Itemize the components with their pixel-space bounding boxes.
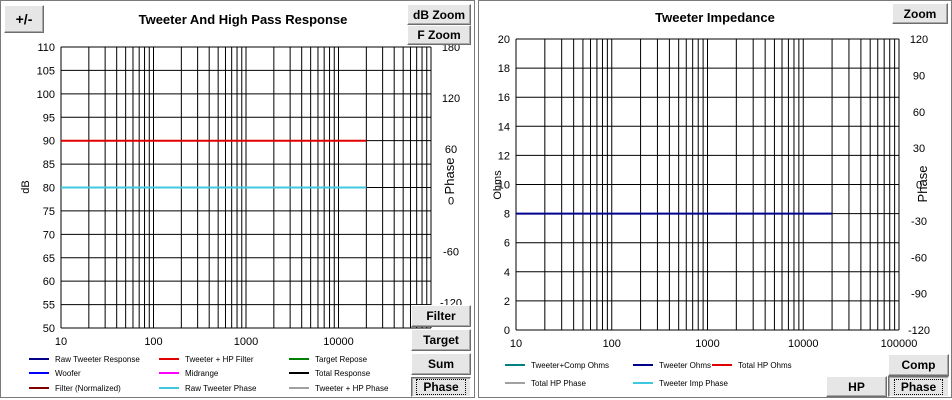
y-tick-label: 50: [43, 323, 55, 335]
f-zoom-button[interactable]: F Zoom: [407, 25, 471, 45]
y-tick-label: 75: [43, 206, 55, 218]
legend-label: Midrange: [185, 369, 219, 378]
x-tick-label: 1000: [234, 336, 258, 348]
legend-label: Target Repose: [315, 355, 368, 364]
y2-tick-label: 0: [448, 195, 454, 207]
y-axis-label: Ohms: [492, 170, 504, 200]
y2-tick-label: 30: [913, 143, 925, 155]
y2-tick-label: 60: [913, 107, 925, 119]
legend-label: Tweeter + HP Filter: [185, 355, 254, 364]
target-button[interactable]: Target: [411, 329, 471, 351]
y2-tick-label: 90: [913, 70, 925, 82]
legend-label: Raw Tweeter Phase: [185, 384, 257, 393]
phase-button[interactable]: Phase: [411, 377, 471, 397]
y2-tick-label: 60: [445, 144, 457, 156]
y-axis-label: dB: [20, 180, 32, 193]
y-tick-label: 85: [43, 159, 55, 171]
y-tick-label: 20: [498, 34, 510, 46]
x-tick-label: 100000: [881, 338, 918, 350]
y-tick-label: 6: [504, 238, 510, 250]
y2-axis-label: Phase: [915, 166, 930, 203]
y2-tick-label: 180: [442, 42, 460, 54]
y-tick-label: 95: [43, 112, 55, 124]
x-tick-label: 1000: [695, 338, 719, 350]
x-tick-label: 10000: [788, 338, 819, 350]
y-tick-label: 4: [504, 267, 510, 279]
x-tick-label: 10000: [323, 336, 354, 348]
response-panel: Tweeter And High Pass Response 50 55 60 65 7…: [0, 0, 475, 398]
impedance-phase-button-label: Phase: [893, 378, 944, 395]
legend-label: Tweeter+Comp Ohms: [531, 361, 609, 370]
phase-button-label: Phase: [416, 379, 466, 395]
impedance-legend: Tweeter+Comp Ohms Tweeter Ohms Total HP Oh…: [505, 361, 792, 388]
impedance-chart-title: Tweeter Impedance: [655, 10, 775, 25]
impedance-chart: Tweeter Impedance 0 2 4 6 8 10 12 14 16 18 20 -120 -…: [492, 10, 930, 388]
y-tick-label: 12: [498, 150, 510, 162]
y-tick-label: 55: [43, 300, 55, 312]
db-zoom-button[interactable]: dB Zoom: [407, 4, 471, 25]
y2-tick-label: 120: [910, 34, 928, 46]
hp-button[interactable]: HP: [826, 376, 887, 397]
legend-label: Total Response: [315, 369, 371, 378]
y2-tick-label: -60: [443, 246, 459, 258]
response-chart: Tweeter And High Pass Response 50 55 60 65 7…: [20, 12, 462, 393]
y-tick-label: 0: [504, 325, 510, 337]
y-tick-label: 70: [43, 229, 55, 241]
y-tick-label: 18: [498, 63, 510, 75]
x-tick-label: 100: [144, 336, 162, 348]
y-tick-label: 60: [43, 276, 55, 288]
y2-tick-label: -90: [911, 289, 927, 301]
y2-tick-label: -120: [908, 325, 930, 337]
y-tick-label: 8: [504, 209, 510, 221]
y2-axis-label: Phase: [442, 158, 457, 195]
y2-tick-label: 120: [442, 93, 460, 105]
legend-label: Woofer: [55, 369, 81, 378]
y-tick-label: 16: [498, 92, 510, 104]
impedance-phase-button[interactable]: Phase: [888, 376, 949, 397]
y2-tick-label: 0: [916, 180, 922, 192]
plus-minus-button[interactable]: +/-: [4, 5, 44, 33]
y-tick-label: 10: [498, 180, 510, 192]
y2-tick-label: -60: [911, 252, 927, 264]
y-tick-label: 110: [37, 42, 55, 54]
x-tick-label: 10: [55, 336, 67, 348]
response-legend: Raw Tweeter Response Tweeter + HP Filter T…: [29, 355, 389, 393]
y-tick-label: 90: [43, 136, 55, 148]
sum-button[interactable]: Sum: [411, 353, 471, 375]
zoom-button[interactable]: Zoom: [892, 3, 948, 24]
y-tick-label: 100: [37, 89, 55, 101]
impedance-plot-area: 0 2 4 6 8 10 12 14 16 18 20 -120 -90 -60 -30 0 30 60 90 120…: [492, 34, 930, 350]
y-tick-label: 2: [504, 296, 510, 308]
response-chart-title: Tweeter And High Pass Response: [139, 12, 348, 27]
y-tick-label: 65: [43, 253, 55, 265]
legend-label: Raw Tweeter Response: [55, 355, 140, 364]
x-tick-label: 10: [510, 338, 522, 350]
legend-label: Total HP Phase: [531, 379, 587, 388]
filter-button[interactable]: Filter: [411, 305, 471, 327]
legend-label: Tweeter Imp Phase: [659, 379, 728, 388]
legend-label: Total HP Ohms: [738, 361, 792, 370]
legend-label: Tweeter + HP Phase: [315, 384, 389, 393]
y-tick-label: 14: [498, 121, 510, 133]
legend-label: Filter (Normalized): [55, 384, 121, 393]
impedance-panel: Tweeter Impedance 0 2 4 6 8 10 12 14 16 18 20 -120 -…: [478, 0, 952, 398]
legend-label: Tweeter Ohms: [659, 361, 711, 370]
x-tick-label: 100: [603, 338, 621, 350]
y-tick-label: 80: [43, 183, 55, 195]
y-tick-label: 105: [37, 65, 55, 77]
comp-button[interactable]: Comp: [888, 354, 949, 376]
y2-tick-label: -30: [911, 216, 927, 228]
response-plot-area: 50556065707580859095100105110-120-600601…: [20, 42, 462, 348]
